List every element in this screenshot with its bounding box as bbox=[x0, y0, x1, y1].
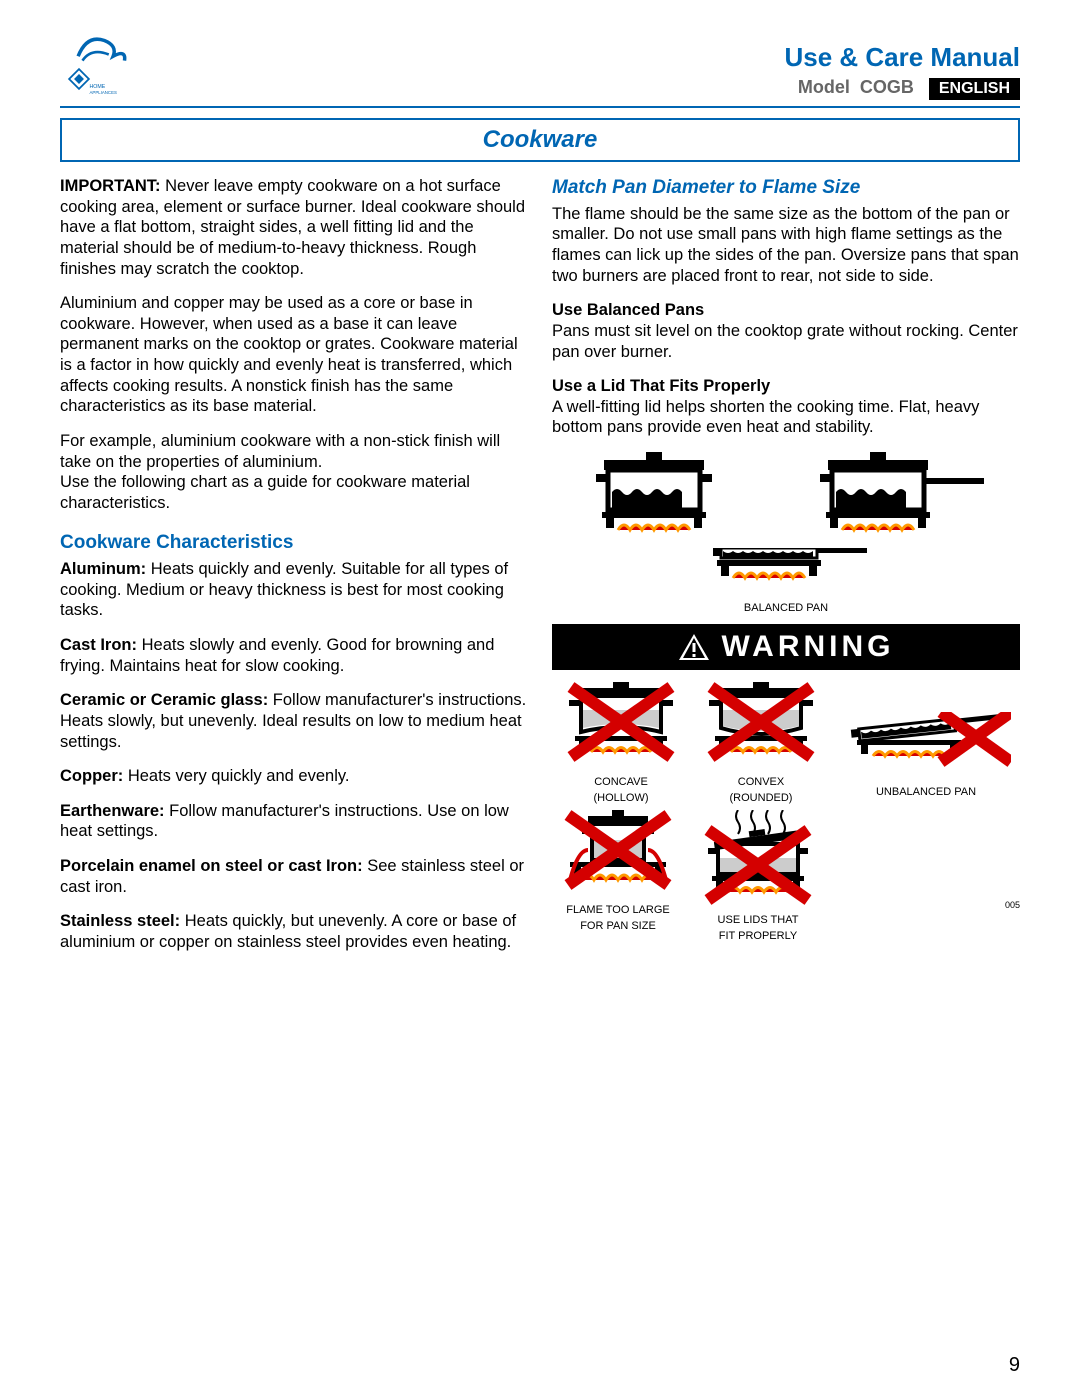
convex-label1: CONVEX bbox=[701, 776, 821, 788]
code-block: 005 bbox=[838, 810, 1020, 911]
concave-block: CONCAVE (HOLLOW) bbox=[561, 682, 681, 804]
bad-diagrams: CONCAVE (HOLLOW) bbox=[552, 682, 1020, 942]
convex-icon bbox=[701, 682, 821, 772]
copper-text: Heats very quickly and evenly. bbox=[123, 767, 349, 785]
warning-triangle-icon bbox=[678, 633, 710, 661]
lids-label1: USE LIDS THAT bbox=[698, 914, 818, 926]
logo-text-home: HOME bbox=[90, 84, 106, 90]
page-number: 9 bbox=[1009, 1354, 1020, 1377]
unbalanced-block: UNBALANCED PAN bbox=[841, 712, 1011, 798]
important-label: IMPORTANT: bbox=[60, 177, 161, 195]
aluminum-label: Aluminum: bbox=[60, 560, 146, 578]
model-prefix: Model bbox=[798, 77, 850, 97]
para-3: For example, aluminium cookware with a n… bbox=[60, 431, 528, 472]
bad-lid-icon bbox=[698, 810, 818, 910]
lids-label2: FIT PROPERLY bbox=[698, 930, 818, 942]
stainless-label: Stainless steel: bbox=[60, 912, 180, 930]
castiron-label: Cast Iron: bbox=[60, 636, 137, 654]
header-right: Use & Care Manual Model COGB ENGLISH bbox=[784, 42, 1020, 100]
figure-code: 005 bbox=[838, 900, 1020, 911]
header: HOME APPLIANCES Use & Care Manual Model … bbox=[60, 30, 1020, 108]
convex-label2: (ROUNDED) bbox=[701, 792, 821, 804]
unbalanced-label: UNBALANCED PAN bbox=[841, 786, 1011, 798]
balanced-pan-icon bbox=[701, 548, 871, 598]
warning-bar: WARNING bbox=[552, 624, 1020, 670]
logo-text-appliances: APPLIANCES bbox=[90, 90, 117, 95]
warning-text: WARNING bbox=[722, 628, 895, 666]
bad-lid-block: USE LIDS THAT FIT PROPERLY bbox=[698, 810, 818, 942]
copper-label: Copper: bbox=[60, 767, 123, 785]
concave-icon bbox=[561, 682, 681, 772]
balanced-heading: Use Balanced Pans bbox=[552, 300, 1020, 321]
flame-label1: FLAME TOO LARGE bbox=[558, 904, 678, 916]
flame-too-large-icon bbox=[558, 810, 678, 900]
important-paragraph: IMPORTANT: Never leave empty cookware on… bbox=[60, 176, 528, 279]
pot-good-1 bbox=[584, 452, 724, 542]
model-code: COGB bbox=[860, 77, 914, 97]
model-line: Model COGB ENGLISH bbox=[784, 77, 1020, 100]
language-badge: ENGLISH bbox=[929, 78, 1020, 100]
lid-text: A well-fitting lid helps shorten the coo… bbox=[552, 397, 1020, 438]
section-title-box: Cookware bbox=[60, 118, 1020, 162]
page: HOME APPLIANCES Use & Care Manual Model … bbox=[0, 0, 1080, 1397]
earthen-label: Earthenware: bbox=[60, 802, 165, 820]
castiron-para: Cast Iron: Heats slowly and evenly. Good… bbox=[60, 635, 528, 676]
characteristics-heading: Cookware Characteristics bbox=[60, 531, 528, 555]
section-title: Cookware bbox=[483, 126, 598, 153]
manual-title: Use & Care Manual bbox=[784, 42, 1020, 73]
concave-label2: (HOLLOW) bbox=[561, 792, 681, 804]
flame-label2: FOR PAN SIZE bbox=[558, 920, 678, 932]
good-diagrams: BALANCED PAN bbox=[552, 452, 1020, 614]
content-columns: IMPORTANT: Never leave empty cookware on… bbox=[60, 176, 1020, 967]
balanced-label: BALANCED PAN bbox=[701, 602, 871, 614]
match-text: The flame should be the same size as the… bbox=[552, 204, 1020, 287]
brand-logo: HOME APPLIANCES bbox=[60, 30, 140, 100]
para-2: Aluminium and copper may be used as a co… bbox=[60, 293, 528, 417]
balanced-pan-block: BALANCED PAN bbox=[701, 548, 871, 614]
pot-good-2 bbox=[808, 452, 988, 542]
lid-heading: Use a Lid That Fits Properly bbox=[552, 376, 1020, 397]
porcelain-label: Porcelain enamel on steel or cast Iron: bbox=[60, 857, 363, 875]
stainless-para: Stainless steel: Heats quickly, but unev… bbox=[60, 911, 528, 952]
aluminum-para: Aluminum: Heats quickly and evenly. Suit… bbox=[60, 559, 528, 621]
left-column: IMPORTANT: Never leave empty cookware on… bbox=[60, 176, 528, 967]
ceramic-para: Ceramic or Ceramic glass: Follow manufac… bbox=[60, 690, 528, 752]
para-4: Use the following chart as a guide for c… bbox=[60, 472, 528, 513]
flame-too-large-block: FLAME TOO LARGE FOR PAN SIZE bbox=[558, 810, 678, 932]
balanced-text: Pans must sit level on the cooktop grate… bbox=[552, 321, 1020, 362]
copper-para: Copper: Heats very quickly and evenly. bbox=[60, 766, 528, 787]
concave-label1: CONCAVE bbox=[561, 776, 681, 788]
right-column: Match Pan Diameter to Flame Size The fla… bbox=[552, 176, 1020, 967]
match-heading: Match Pan Diameter to Flame Size bbox=[552, 176, 1020, 200]
earthen-para: Earthenware: Follow manufacturer's instr… bbox=[60, 801, 528, 842]
porcelain-para: Porcelain enamel on steel or cast Iron: … bbox=[60, 856, 528, 897]
convex-block: CONVEX (ROUNDED) bbox=[701, 682, 821, 804]
ceramic-label: Ceramic or Ceramic glass: bbox=[60, 691, 268, 709]
unbalanced-icon bbox=[841, 712, 1011, 782]
